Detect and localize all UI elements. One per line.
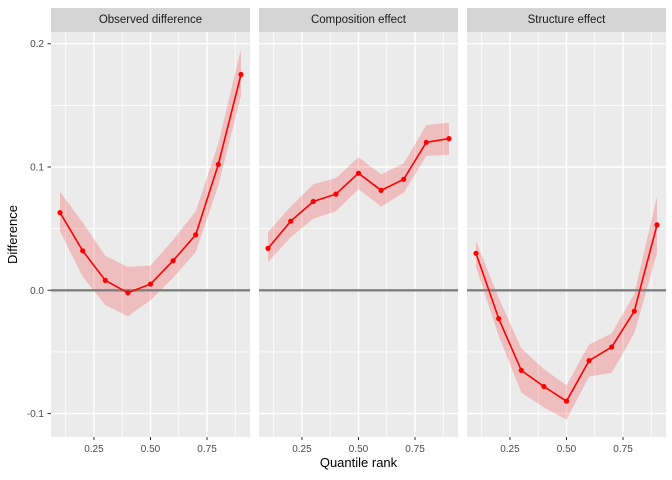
- data-point: [125, 290, 131, 296]
- x-axis-title: Quantile rank: [319, 455, 398, 470]
- data-point: [147, 281, 154, 287]
- y-tick-label: 0.0: [30, 286, 44, 297]
- x-tick-label: 0.50: [349, 444, 369, 455]
- data-point: [333, 191, 339, 197]
- facet-strip-observed-difference: Observed difference: [51, 8, 250, 32]
- x-tick-label: 0.75: [405, 444, 425, 455]
- x-tick-label: 0.75: [197, 444, 217, 455]
- x-tick-label: 0.50: [141, 444, 161, 455]
- y-tick-label: 0.1: [30, 163, 44, 174]
- data-point: [473, 250, 479, 256]
- data-point: [57, 210, 63, 216]
- data-point: [80, 248, 86, 254]
- x-tick-label: 0.50: [557, 444, 577, 455]
- data-point: [518, 367, 524, 373]
- data-point: [215, 161, 221, 168]
- facet-strip-composition-effect: Composition effect: [259, 8, 458, 32]
- y-axis-title: Difference: [4, 204, 20, 265]
- confidence-ribbon: [60, 48, 241, 317]
- data-point: [563, 398, 570, 404]
- facet-strip-structure-effect: Structure effect: [467, 8, 666, 32]
- data-point: [193, 232, 199, 238]
- data-point: [238, 71, 244, 78]
- data-point: [541, 383, 547, 390]
- data-point: [654, 222, 660, 228]
- y-tick-label: -0.1: [27, 409, 45, 420]
- x-tick-label: 0.75: [613, 444, 633, 455]
- data-point: [496, 316, 502, 322]
- data-point: [102, 277, 108, 283]
- confidence-ribbon: [476, 196, 657, 420]
- data-point: [423, 139, 429, 145]
- facet-strip-label: Observed difference: [98, 14, 203, 26]
- data-point: [586, 358, 592, 364]
- data-point: [631, 308, 637, 314]
- data-point: [446, 136, 452, 142]
- facet-strip-label: Structure effect: [527, 14, 606, 26]
- x-tick-label: 0.25: [500, 444, 520, 455]
- data-point: [310, 198, 316, 205]
- confidence-ribbon: [268, 122, 449, 262]
- data-point: [401, 176, 407, 182]
- data-point: [265, 245, 271, 251]
- data-point: [288, 218, 294, 224]
- y-tick-label: 0.2: [30, 39, 44, 50]
- facet-strip-label: Composition effect: [310, 14, 407, 26]
- data-point: [609, 344, 615, 350]
- data-point: [170, 258, 176, 264]
- x-tick-label: 0.25: [292, 444, 312, 455]
- y-axis-title-container: Difference: [0, 32, 24, 437]
- x-tick-label: 0.25: [84, 444, 104, 455]
- data-point: [355, 170, 362, 176]
- data-point: [378, 187, 384, 193]
